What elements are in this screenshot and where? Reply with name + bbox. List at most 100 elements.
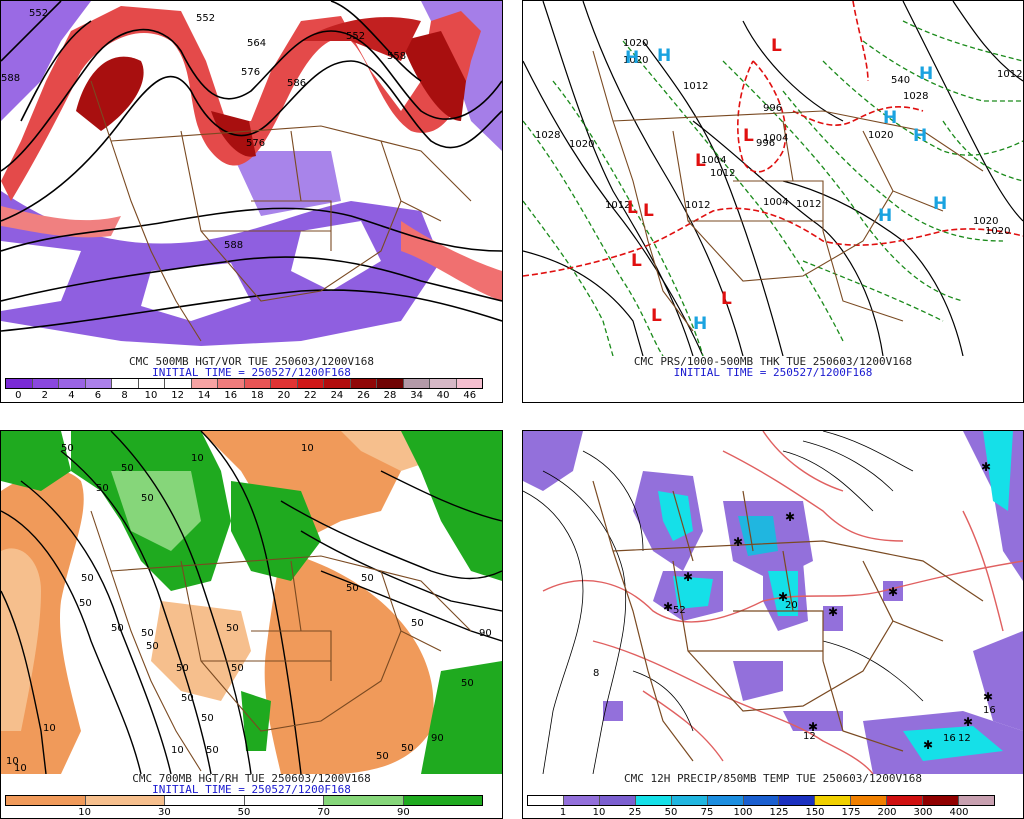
contour-label: 1012 bbox=[997, 69, 1022, 80]
colorbar-label: 8 bbox=[121, 390, 128, 401]
height-contours bbox=[1, 1, 502, 332]
svg-text:✱: ✱ bbox=[778, 590, 788, 604]
colorbar-swatch bbox=[456, 379, 482, 388]
colorbar-vorticity bbox=[5, 378, 483, 389]
svg-text:✱: ✱ bbox=[683, 570, 693, 584]
low-pressure-center: L bbox=[651, 306, 662, 326]
contour-label: 576 bbox=[246, 138, 265, 149]
high-pressure-center: H bbox=[919, 64, 933, 84]
contour-label: 1020 bbox=[868, 130, 893, 141]
contour-label: 10 bbox=[43, 723, 56, 734]
contour-label: 10 bbox=[191, 453, 204, 464]
contour-label: 50 bbox=[206, 745, 219, 756]
height-contours bbox=[1, 431, 502, 774]
colorbar-precip bbox=[527, 795, 995, 806]
rh-map: 50 50 10 50 50 10 50 50 50 50 50 50 50 5… bbox=[1, 431, 502, 774]
low-pressure-center: L bbox=[771, 36, 782, 56]
colorbar-swatch bbox=[165, 379, 192, 388]
high-pressure-center: H bbox=[625, 48, 639, 68]
colorbar-label: 50 bbox=[664, 807, 678, 818]
colorbar-label: 50 bbox=[237, 807, 251, 818]
colorbar-labels: 1 10 25 50 75 100 125 150 175 200 300 400 bbox=[527, 807, 993, 818]
high-pressure-center: H bbox=[933, 194, 947, 214]
contour-label: 10 bbox=[301, 443, 314, 454]
contour-label: 90 bbox=[479, 628, 492, 639]
contour-label: 52 bbox=[673, 605, 686, 616]
colorbar-label: 1 bbox=[559, 807, 567, 818]
contour-label: 50 bbox=[141, 628, 154, 639]
colorbar-label: 24 bbox=[330, 390, 344, 401]
colorbar-label: 10 bbox=[592, 807, 606, 818]
precip-contours bbox=[523, 431, 924, 774]
contour-label: 50 bbox=[376, 751, 389, 762]
dry-area-east bbox=[264, 551, 434, 774]
contour-label: 50 bbox=[346, 583, 359, 594]
contour-label: 12 bbox=[958, 733, 971, 744]
contour-label: 552 bbox=[29, 8, 48, 19]
colorbar-label: 25 bbox=[628, 807, 642, 818]
contour-label: 1004 bbox=[763, 197, 788, 208]
contour-label: 1012 bbox=[683, 81, 708, 92]
contour-labels: 52 20 12 12 16 8 16 bbox=[593, 600, 996, 744]
svg-text:✱: ✱ bbox=[733, 535, 743, 549]
colorbar-label: 30 bbox=[157, 807, 171, 818]
colorbar-swatch bbox=[165, 796, 245, 805]
colorbar-swatch bbox=[959, 796, 994, 805]
colorbar-labels: 10 30 50 70 90 bbox=[5, 807, 481, 818]
colorbar-swatch bbox=[324, 379, 351, 388]
colorbar-swatch bbox=[138, 379, 165, 388]
vort-shade-nw bbox=[1, 1, 91, 121]
colorbar-label: 34 bbox=[410, 390, 423, 401]
svg-text:✱: ✱ bbox=[808, 720, 818, 734]
colorbar-label: 20 bbox=[277, 390, 291, 401]
colorbar-label: 16 bbox=[224, 390, 238, 401]
svg-text:✱: ✱ bbox=[785, 510, 795, 524]
contour-label: 50 bbox=[79, 598, 92, 609]
contour-label: 588 bbox=[224, 240, 243, 251]
precip-map: ✱ ✱ ✱ ✱ ✱ ✱ ✱ ✱ ✱ ✱ ✱ ✱ 52 20 12 12 16 8 16 bbox=[523, 431, 1023, 774]
geography-outline bbox=[592, 480, 984, 762]
colorbar-swatch bbox=[528, 796, 564, 805]
contour-label: 10 bbox=[14, 763, 27, 774]
contour-label: 540 bbox=[891, 75, 910, 86]
thickness-540-line bbox=[523, 1, 1023, 277]
contour-labels: 552 552 564 558 552 576 576 588 588 586 bbox=[1, 8, 406, 251]
geography-outline bbox=[592, 50, 984, 332]
contour-label: 90 bbox=[431, 733, 444, 744]
contour-label: 1020 bbox=[569, 139, 594, 150]
colorbar-label: 2 bbox=[41, 390, 49, 401]
colorbar-swatch bbox=[707, 796, 744, 805]
contour-label: 552 bbox=[196, 13, 215, 24]
colorbar-swatch bbox=[244, 796, 324, 805]
contour-label: 16 bbox=[943, 733, 956, 744]
colorbar-label: 0 bbox=[15, 390, 22, 401]
colorbar-swatch bbox=[244, 379, 271, 388]
low-pressure-center: L bbox=[743, 126, 754, 146]
contour-label: 50 bbox=[181, 693, 194, 704]
contour-label: 16 bbox=[983, 705, 996, 716]
panel-title: CMC 500MB HGT/VOR TUE 250603/1200V168 bbox=[128, 355, 375, 368]
colorbar-label: 46 bbox=[463, 390, 477, 401]
panel-title: CMC 700MB HGT/RH TUE 250603/1200V168 bbox=[132, 772, 371, 785]
panel-subtitle: INITIAL TIME = 250527/1200F168 bbox=[152, 783, 351, 796]
contour-label: 50 bbox=[201, 713, 214, 724]
colorbar-label: 70 bbox=[317, 807, 331, 818]
colorbar-swatch bbox=[815, 796, 852, 805]
colorbar-swatch bbox=[430, 379, 457, 388]
vorticity-map: 552 552 564 558 552 576 576 588 588 586 bbox=[1, 1, 502, 356]
colorbar-swatch bbox=[297, 379, 324, 388]
colorbar-swatch bbox=[635, 796, 672, 805]
colorbar-swatch bbox=[377, 379, 404, 388]
colorbar-label: 200 bbox=[877, 807, 897, 818]
contour-label: 50 bbox=[361, 573, 374, 584]
contour-label: 586 bbox=[287, 78, 306, 89]
colorbar-swatch bbox=[271, 379, 298, 388]
colorbar-swatch bbox=[112, 379, 139, 388]
panel-subtitle: INITIAL TIME = 250527/1200F168 bbox=[673, 366, 873, 379]
contour-label: 1012 bbox=[710, 168, 735, 179]
contour-label: 552 bbox=[346, 31, 365, 42]
contour-label: 1020 bbox=[985, 226, 1010, 237]
colorbar-swatch bbox=[85, 796, 165, 805]
colorbar-swatch bbox=[743, 796, 780, 805]
colorbar-swatch bbox=[85, 379, 112, 388]
